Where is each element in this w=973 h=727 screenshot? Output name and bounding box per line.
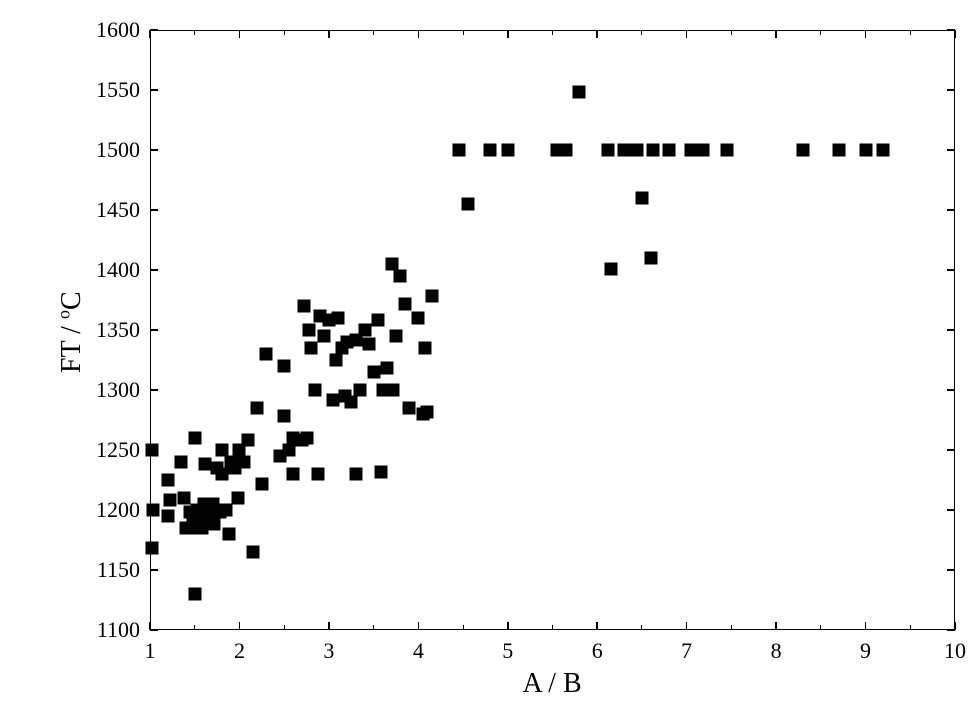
y-tick-label: 1200 xyxy=(96,497,140,523)
data-point xyxy=(163,494,176,507)
data-point xyxy=(222,528,235,541)
data-point xyxy=(188,432,201,445)
x-tick-label: 2 xyxy=(234,638,245,664)
y-tick-label: 1600 xyxy=(96,17,140,43)
data-point xyxy=(208,518,221,531)
data-point xyxy=(662,144,675,157)
data-point xyxy=(398,297,411,310)
data-point xyxy=(421,405,434,418)
data-point xyxy=(403,402,416,415)
x-tick-label: 3 xyxy=(323,638,334,664)
plot-area xyxy=(150,30,955,630)
data-point xyxy=(175,456,188,469)
data-point xyxy=(483,144,496,157)
data-point xyxy=(300,432,313,445)
y-tick-label: 1150 xyxy=(97,557,140,583)
data-point xyxy=(601,144,614,157)
data-point xyxy=(354,384,367,397)
y-tick-label: 1500 xyxy=(96,137,140,163)
data-point xyxy=(231,492,244,505)
data-point xyxy=(345,396,358,409)
data-point xyxy=(260,348,273,361)
scatter-chart: 1234567891011001150120012501300135014001… xyxy=(15,15,958,712)
data-point xyxy=(145,542,158,555)
x-tick-label: 10 xyxy=(944,638,966,664)
data-point xyxy=(859,144,872,157)
x-tick-label: 9 xyxy=(860,638,871,664)
data-point xyxy=(237,456,250,469)
y-tick-label: 1250 xyxy=(96,437,140,463)
data-point xyxy=(631,144,644,157)
y-tick-label: 1100 xyxy=(97,617,140,643)
data-point xyxy=(412,312,425,325)
data-point xyxy=(242,434,255,447)
data-point xyxy=(358,324,371,337)
data-point xyxy=(372,314,385,327)
y-tick-label: 1350 xyxy=(96,317,140,343)
data-point xyxy=(278,410,291,423)
data-point xyxy=(188,588,201,601)
x-tick-label: 8 xyxy=(771,638,782,664)
data-point xyxy=(877,144,890,157)
data-point xyxy=(720,144,733,157)
data-point xyxy=(696,144,709,157)
y-tick-label: 1300 xyxy=(96,377,140,403)
x-tick-label: 5 xyxy=(502,638,513,664)
data-point xyxy=(559,144,572,157)
data-point xyxy=(796,144,809,157)
data-point xyxy=(312,468,325,481)
data-point xyxy=(215,468,228,481)
data-point xyxy=(246,546,259,559)
data-point xyxy=(832,144,845,157)
y-tick-label: 1450 xyxy=(96,197,140,223)
data-point xyxy=(374,465,387,478)
data-point xyxy=(278,360,291,373)
data-point xyxy=(318,330,331,343)
data-point xyxy=(282,444,295,457)
data-point xyxy=(573,86,586,99)
x-axis-label: A / B xyxy=(523,668,582,700)
data-point xyxy=(646,144,659,157)
data-point xyxy=(604,262,617,275)
data-point xyxy=(303,324,316,337)
data-point xyxy=(305,342,318,355)
data-point xyxy=(146,504,159,517)
data-point xyxy=(161,510,174,523)
data-point xyxy=(387,384,400,397)
data-point xyxy=(425,290,438,303)
data-point xyxy=(220,504,233,517)
y-axis-label: FT / oC xyxy=(54,291,88,373)
data-point xyxy=(452,144,465,157)
data-point xyxy=(381,362,394,375)
x-tick-label: 7 xyxy=(681,638,692,664)
data-point xyxy=(419,342,432,355)
data-point xyxy=(389,330,402,343)
y-tick-label: 1550 xyxy=(96,77,140,103)
data-point xyxy=(394,270,407,283)
data-point xyxy=(644,252,657,265)
data-point xyxy=(349,468,362,481)
data-point xyxy=(461,198,474,211)
y-tick-label: 1400 xyxy=(96,257,140,283)
data-point xyxy=(251,402,264,415)
data-point xyxy=(367,366,380,379)
data-point xyxy=(635,192,648,205)
data-point xyxy=(177,492,190,505)
data-point xyxy=(501,144,514,157)
data-point xyxy=(287,468,300,481)
data-point xyxy=(363,338,376,351)
data-point xyxy=(145,444,158,457)
data-point xyxy=(330,354,343,367)
data-point xyxy=(618,144,631,157)
data-point xyxy=(297,300,310,313)
data-point xyxy=(309,384,322,397)
x-tick-label: 1 xyxy=(145,638,156,664)
x-tick-label: 4 xyxy=(413,638,424,664)
data-point xyxy=(255,477,268,490)
data-point xyxy=(331,312,344,325)
x-tick-label: 6 xyxy=(592,638,603,664)
data-point xyxy=(161,474,174,487)
